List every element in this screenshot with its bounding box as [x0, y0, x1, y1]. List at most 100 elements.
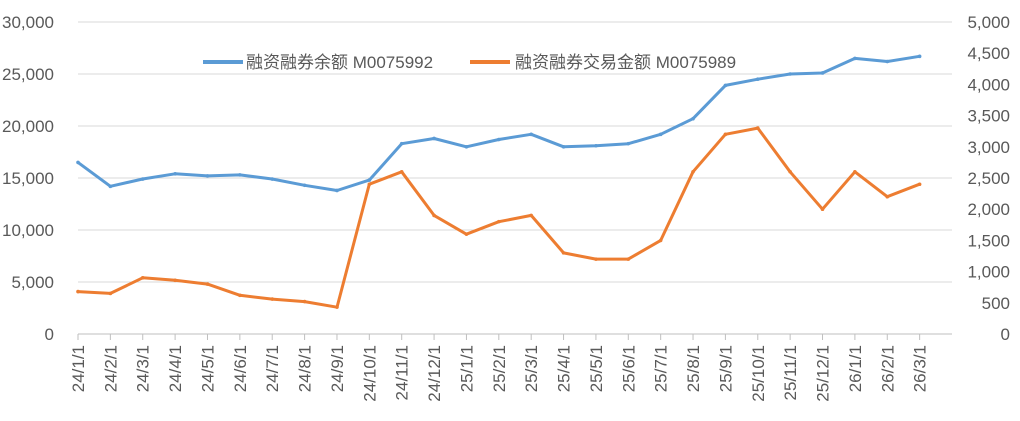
series-1-point — [270, 177, 275, 181]
series-1-point — [917, 54, 922, 59]
series-2-point — [173, 278, 177, 283]
x-tick-label: 25/12/1 — [814, 345, 833, 402]
series-1-point — [108, 184, 113, 189]
y-right-tick-label: 0 — [1001, 325, 1010, 344]
series-2-point — [594, 257, 598, 261]
y-right-tick-label: 2,500 — [967, 169, 1010, 188]
y-left-tick-label: 10,000 — [2, 221, 54, 240]
series-1-point — [853, 56, 857, 61]
x-tick-label: 25/9/1 — [716, 345, 735, 392]
x-tick-label: 25/1/1 — [457, 345, 476, 392]
series-2-point — [917, 182, 922, 187]
series-2-point — [335, 305, 339, 309]
series-2-point — [367, 182, 372, 187]
series-line-2 — [76, 126, 922, 309]
y-right-tick-label: 1,000 — [967, 263, 1010, 282]
series-1-point — [755, 77, 760, 81]
axes — [77, 333, 952, 340]
series-line-1 — [76, 54, 922, 192]
series-1-point — [788, 72, 792, 76]
series-layer — [76, 54, 922, 309]
series-2-point — [853, 169, 857, 174]
series-1-point — [173, 172, 177, 176]
x-tick-label: 24/1/1 — [69, 345, 88, 392]
series-2-point — [885, 194, 890, 199]
x-tick-label: 24/2/1 — [101, 345, 120, 392]
y-right-tick-label: 3,000 — [967, 138, 1010, 157]
series-1-point — [529, 132, 533, 137]
x-tick-label: 25/8/1 — [684, 345, 703, 392]
series-2-point — [755, 126, 760, 130]
series-1-point — [399, 141, 404, 146]
series-1-point — [76, 160, 80, 165]
series-1-point — [464, 145, 469, 149]
series-1-point — [335, 188, 339, 193]
x-tick-label: 24/5/1 — [198, 345, 217, 392]
series-1-point — [723, 83, 728, 88]
y-left-tick-label: 5,000 — [11, 273, 54, 292]
series-1-point — [302, 183, 307, 188]
series-2-point — [691, 169, 695, 174]
legend-label-1: 融资融券余额 M0075992 — [246, 53, 433, 72]
series-1-point — [626, 141, 631, 146]
series-1-point — [497, 137, 501, 142]
series-1-point — [238, 173, 242, 177]
series-2-point — [658, 238, 663, 243]
series-2-point — [140, 276, 145, 280]
y-right-tick-label: 1,500 — [967, 231, 1010, 250]
series-1-point — [885, 59, 890, 64]
series-2-point — [464, 232, 469, 236]
x-tick-label: 25/6/1 — [619, 345, 638, 392]
x-tick-label: 25/10/1 — [749, 345, 768, 402]
x-tick-label: 25/5/1 — [587, 345, 606, 392]
series-1-point — [367, 178, 372, 182]
y-right-tick-label: 5,000 — [967, 13, 1010, 32]
x-tick-label: 24/4/1 — [166, 345, 185, 392]
x-tick-label: 26/2/1 — [878, 345, 897, 392]
series-2-point — [270, 297, 275, 301]
x-tick-label: 24/9/1 — [328, 345, 347, 392]
series-1-point — [691, 116, 695, 121]
y-right-tick-labels: 0 500 1,000 1,500 2,000 2,500 3,000 3,500 4,000 4… — [967, 13, 1010, 344]
series-2-point — [788, 169, 792, 174]
x-tick-label: 24/3/1 — [134, 345, 153, 392]
x-tick-label: 25/7/1 — [652, 345, 671, 392]
series-2-point — [302, 299, 307, 304]
y-left-tick-label: 25,000 — [2, 65, 54, 84]
y-right-tick-label: 4,500 — [967, 44, 1010, 63]
x-tick-label: 26/3/1 — [911, 345, 930, 392]
x-tick-label: 25/3/1 — [522, 345, 541, 392]
x-tick-label: 26/1/1 — [846, 345, 865, 392]
series-2-point — [497, 219, 501, 224]
series-1-point — [594, 143, 598, 148]
x-tick-label: 24/8/1 — [296, 345, 315, 392]
y-left-tick-labels: 0 5,000 10,000 15,000 20,000 25,000 30,000 — [2, 13, 54, 344]
series-2-point — [76, 289, 80, 294]
x-tick-label: 24/7/1 — [263, 345, 282, 392]
series-2-point — [723, 132, 728, 137]
legend-label-2: 融资融券交易金额 M0075989 — [515, 53, 736, 72]
x-tick-label: 25/2/1 — [490, 345, 509, 392]
x-tick-label: 25/11/1 — [781, 345, 800, 400]
x-tick-labels: 24/1/1 24/2/1 24/3/1 24/4/1 24/5/1 24/6/1 24/7… — [69, 345, 930, 402]
series-2-point — [108, 291, 113, 296]
y-left-tick-label: 0 — [45, 325, 54, 344]
series-2-point — [561, 251, 566, 255]
legend: 融资融券余额 M0075992 融资融券交易金额 M0075989 — [203, 53, 736, 72]
x-tick-label: 24/11/1 — [393, 345, 412, 400]
series-2-point — [399, 169, 404, 174]
series-1-point — [658, 132, 663, 137]
series-2-point — [432, 213, 436, 218]
y-left-tick-label: 20,000 — [2, 117, 54, 136]
x-tick-label: 25/4/1 — [555, 345, 574, 392]
series-2-point — [529, 213, 533, 218]
series-1-point — [820, 71, 825, 75]
y-right-tick-label: 4,000 — [967, 75, 1010, 94]
y-right-tick-label: 2,000 — [967, 200, 1010, 219]
series-2-point — [205, 282, 210, 286]
x-tick-label: 24/12/1 — [425, 345, 444, 402]
series-2-point — [626, 257, 631, 261]
series-1-point — [561, 145, 566, 149]
